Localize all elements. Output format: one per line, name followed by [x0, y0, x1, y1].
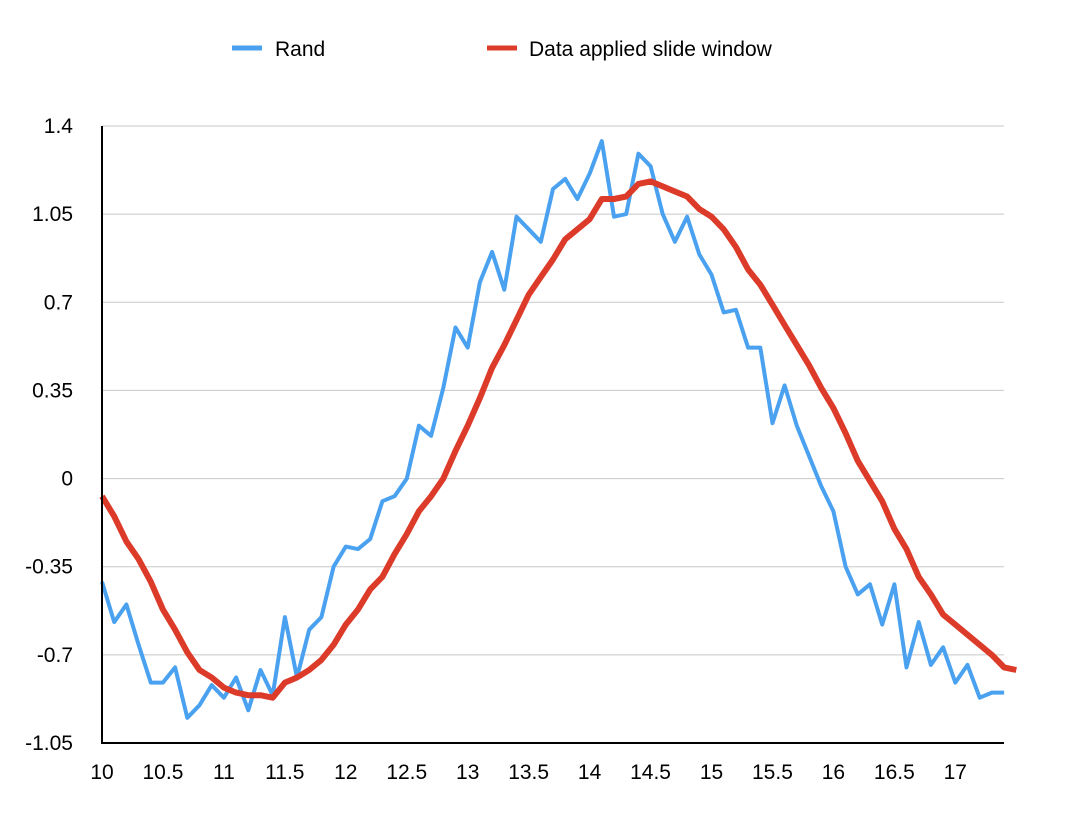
- series-lines: [99, 139, 1017, 720]
- x-tick-label: 14: [578, 761, 602, 784]
- x-tick-label: 11.5: [265, 761, 304, 784]
- series-line-slide-window: [99, 178, 1017, 701]
- legend-label-rand: Rand: [275, 38, 325, 61]
- x-tick-label: 17: [944, 761, 967, 784]
- x-tick-label: 16.5: [874, 761, 915, 784]
- axes: [101, 126, 1004, 744]
- y-tick-label: 0: [61, 468, 73, 491]
- gridlines: [102, 125, 1004, 656]
- x-tick-label: 10: [90, 761, 113, 784]
- legend-label-slide-window: Data applied slide window: [529, 38, 773, 61]
- y-tick-label: -1.05: [25, 732, 73, 755]
- y-tick-label: 1.4: [44, 115, 74, 138]
- x-tick-label: 14.5: [630, 761, 671, 784]
- x-tick-label: 13.5: [508, 761, 549, 784]
- y-tick-label: -0.7: [37, 644, 73, 667]
- y-tick-label: 1.05: [32, 203, 73, 226]
- x-tick-label: 13: [456, 761, 479, 784]
- x-tick-label: 12: [334, 761, 357, 784]
- x-tick-label: 16: [822, 761, 845, 784]
- y-tick-labels: 1.4 1.05 0.7 0.35 0 -0.35 -0.7 -1.05: [25, 115, 73, 755]
- series-line-rand: [100, 139, 1005, 720]
- x-tick-label: 12.5: [386, 761, 427, 784]
- x-tick-labels: 10 10.5 11 11.5 12 12.5 13 13.5 14 14.5 15 15.5 16 16…: [90, 761, 967, 784]
- legend: Rand Data applied slide window: [232, 38, 773, 61]
- x-tick-label: 15.5: [752, 761, 793, 784]
- x-tick-label: 11: [213, 761, 235, 784]
- x-tick-label: 10.5: [143, 761, 184, 784]
- y-tick-label: -0.35: [25, 556, 73, 579]
- y-tick-label: 0.7: [44, 291, 73, 314]
- x-tick-label: 15: [700, 761, 723, 784]
- y-tick-label: 0.35: [32, 379, 73, 402]
